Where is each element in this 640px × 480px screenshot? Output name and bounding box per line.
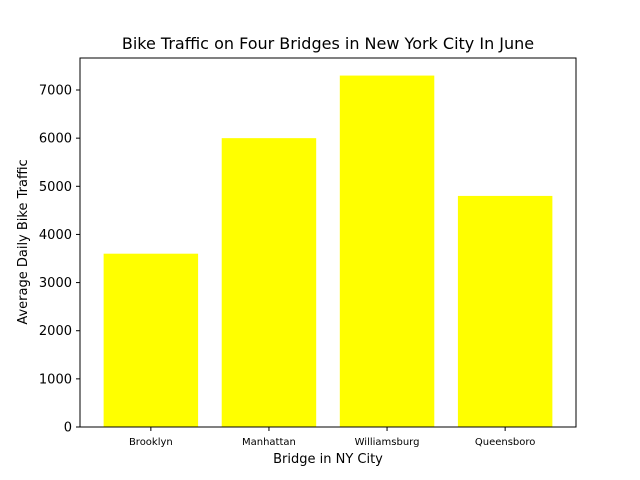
y-tick-label: 3000 xyxy=(39,276,72,291)
y-tick-label: 5000 xyxy=(39,180,72,195)
plot-frame xyxy=(79,57,577,428)
x-tick-label: Brooklyn xyxy=(129,437,173,448)
x-axis-ticks: Brooklyn Manhattan Williamsburg Queensboro xyxy=(129,427,535,448)
bar-queensboro xyxy=(457,195,553,427)
y-axis-ticks: 0 1000 2000 3000 4000 5000 6000 7000 xyxy=(39,84,80,436)
x-tick-label: Queensboro xyxy=(475,437,536,448)
y-tick-label: 0 xyxy=(64,421,72,436)
y-tick-label: 1000 xyxy=(39,372,72,387)
y-axis-label: Average Daily Bike Traffic xyxy=(16,159,31,324)
x-axis-label: Bridge in NY City xyxy=(273,452,383,467)
x-tick-label: Williamsburg xyxy=(355,437,420,448)
y-tick-label: 2000 xyxy=(39,324,72,339)
y-tick-label: 6000 xyxy=(39,132,72,147)
bar-manhattan xyxy=(221,138,317,427)
bar-williamsburg xyxy=(339,75,435,427)
y-tick-label: 7000 xyxy=(39,84,72,99)
x-tick-label: Manhattan xyxy=(242,437,296,448)
bars-group xyxy=(103,75,553,427)
chart-title: Bike Traffic on Four Bridges in New York… xyxy=(122,34,534,53)
bar-brooklyn xyxy=(103,253,199,427)
y-tick-label: 4000 xyxy=(39,228,72,243)
